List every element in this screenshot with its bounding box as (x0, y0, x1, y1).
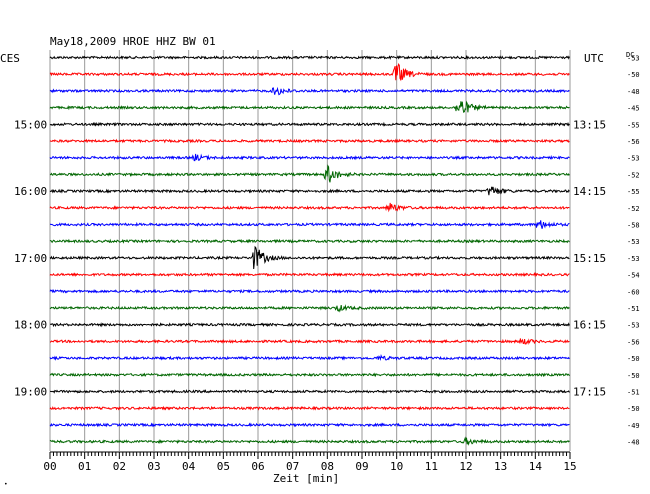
dc-value: -58 (627, 222, 640, 230)
seismic-trace (49, 436, 570, 446)
trace-group (49, 54, 570, 446)
x-tick-label: 06 (251, 460, 264, 473)
seismic-trace (50, 389, 570, 394)
x-tick-label: 09 (355, 460, 368, 473)
right-time-label: 17:15 (573, 386, 606, 399)
dc-value: -50 (627, 71, 640, 79)
x-tick-label: 13 (494, 460, 507, 473)
seismic-trace (49, 405, 570, 411)
chart-title: May18,2009 HROE HHZ BW 01 (50, 35, 216, 48)
seismic-trace (49, 100, 570, 114)
right-time-label: 14:15 (573, 185, 606, 198)
seismic-trace (49, 62, 570, 82)
seismic-trace (49, 138, 570, 144)
dc-value: -60 (627, 288, 640, 296)
x-axis: 00 01 02 03 04 05 06 07 08 09 10 11 12 13 14 15 (43, 451, 577, 473)
x-tick-label: 05 (217, 460, 230, 473)
dc-value: -49 (627, 422, 640, 430)
corner-mark: • (4, 481, 8, 488)
dc-value: -52 (627, 171, 640, 179)
dc-value: -56 (627, 138, 640, 146)
dc-value: -53 (627, 238, 640, 246)
seismic-trace (49, 338, 570, 345)
seismic-trace (49, 186, 570, 196)
seismic-trace (49, 164, 570, 183)
seismic-trace (49, 322, 570, 328)
dc-value: -53 (627, 322, 640, 330)
right-time-label: 16:15 (573, 319, 606, 332)
right-zone-label: UTC (584, 52, 604, 65)
dc-label: DC (626, 51, 634, 59)
dc-value: -56 (627, 338, 640, 346)
dc-value: -54 (627, 272, 640, 280)
left-time-label: 18:00 (14, 319, 47, 332)
left-zone-label: CES (0, 52, 20, 65)
seismic-trace (49, 86, 570, 96)
dc-value: -55 (627, 188, 640, 196)
dc-value: -53 (627, 255, 640, 263)
x-tick-label: 15 (563, 460, 576, 473)
left-time-label: 16:00 (14, 185, 47, 198)
x-tick-label: 03 (147, 460, 160, 473)
dc-value: -53 (627, 55, 640, 63)
dc-value: -50 (627, 405, 640, 413)
seismic-trace (49, 202, 570, 213)
dc-value: -50 (627, 355, 640, 363)
dc-value: -53 (627, 155, 640, 163)
x-tick-label: 07 (286, 460, 299, 473)
time-labels: -53 -50 -48 -45 -55 -56 -53 -52 -55 -52 -58 -53 -53 -… (14, 55, 640, 447)
x-tick-label: 10 (390, 460, 403, 473)
dc-value: -48 (627, 88, 640, 96)
dc-value: -45 (627, 105, 640, 113)
x-tick-label: 14 (529, 460, 543, 473)
x-tick-label: 04 (182, 460, 196, 473)
seismic-trace (49, 288, 570, 294)
dc-value: -51 (627, 389, 640, 397)
left-time-label: 17:00 (14, 252, 47, 265)
dc-value: -48 (627, 439, 640, 447)
seismic-trace (49, 372, 570, 378)
seismic-trace (49, 245, 570, 270)
right-time-label: 15:15 (573, 252, 606, 265)
x-tick-label: 08 (321, 460, 334, 473)
x-tick-label: 12 (459, 460, 472, 473)
x-tick-label: 11 (425, 460, 438, 473)
left-time-label: 19:00 (14, 386, 47, 399)
seismic-trace (49, 153, 570, 162)
x-tick-label: 00 (43, 460, 56, 473)
seismic-trace (49, 220, 570, 229)
dc-value: -52 (627, 205, 640, 213)
seismic-trace (49, 353, 570, 362)
grid-lines (49, 50, 571, 451)
seismic-trace (49, 271, 570, 278)
dc-value: -51 (627, 305, 640, 313)
seismic-trace (49, 238, 570, 244)
dc-value: -55 (627, 121, 640, 129)
x-tick-label: 01 (78, 460, 91, 473)
dc-value: -50 (627, 372, 640, 380)
seismic-trace (49, 54, 570, 60)
seismic-trace (49, 121, 570, 127)
x-axis-label: Zeit [min] (273, 472, 339, 485)
left-time-label: 15:00 (14, 118, 47, 131)
seismic-trace (49, 422, 570, 428)
x-tick-label: 02 (113, 460, 126, 473)
right-time-label: 13:15 (573, 118, 606, 131)
seismic-trace (49, 304, 570, 313)
